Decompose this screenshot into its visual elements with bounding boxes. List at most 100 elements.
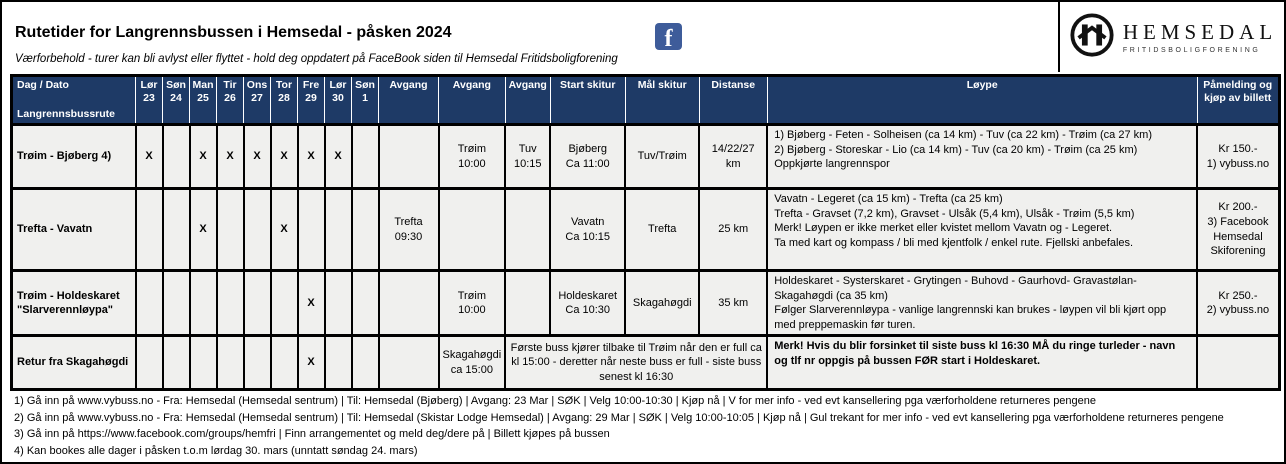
table-row: Trøim - Bjøberg 4) X X X X X X X Trøim 1…: [10, 123, 1281, 190]
avgang2-cell: Trøim 10:00: [437, 268, 507, 338]
footnote-1: 1) Gå inn på www.vybuss.no - Fra: Hemsed…: [14, 395, 1097, 407]
pamelding-cell: Kr 250.- 2) vybuss.no: [1196, 268, 1281, 338]
table-row: Trøim - Holdeskaret "Slarverennløypa" X …: [10, 268, 1281, 338]
day-x-cell: [188, 334, 218, 392]
col-header-loype: Løype: [766, 74, 1198, 126]
table-row: Trefta - Vavatn X X Trefta 09:30 Vavatn …: [10, 187, 1281, 272]
day-x-cell: [161, 187, 191, 272]
route-cell: Trøim - Holdeskaret "Slarverennløypa": [10, 268, 137, 338]
start-skitur-cell: Bjøberg Ca 11:00: [549, 123, 627, 190]
hemsedal-logo: HEMSEDAL FRITIDSBOLIGFORENING: [1058, 2, 1284, 72]
table-row: Retur fra Skagahøgdi X Skagahøgdi ca 15:…: [10, 334, 1281, 392]
day-x-cell: X: [188, 123, 218, 190]
day-x-cell: [188, 268, 218, 338]
brand-tagline: FRITIDSBOLIGFORENING: [1122, 47, 1261, 54]
col-header-avgang-2: Avgang: [438, 74, 506, 126]
header-row: Dag / Dato Langrennsbussrute Lør 23 Søn 24…: [11, 74, 1280, 126]
footnote-2: 2) Gå inn på www.vybuss.no - Fra: Hemsed…: [14, 411, 1224, 424]
day-x-cell: [161, 268, 191, 338]
col-header-day-6: Fre 29: [297, 74, 325, 126]
day-dato-label: Dag / Dato: [17, 79, 69, 91]
maal-skitur-cell: Skagahøgdi: [624, 268, 701, 338]
route-cell: Trøim - Bjøberg 4): [10, 123, 137, 190]
day-x-cell: X: [296, 268, 326, 338]
avgang1-cell: [377, 123, 440, 190]
day-x-cell: X: [188, 187, 218, 272]
day-x-cell: [350, 123, 380, 190]
langrennsbussrute-label: Langrennsbussrute: [17, 107, 116, 120]
pamelding-cell: Kr 200.- 3) Facebook Hemsedal Skiforenin…: [1196, 187, 1281, 272]
day-x-cell: [323, 268, 353, 338]
col-header-day-2: Man 25: [189, 74, 217, 126]
day-x-cell: X: [296, 123, 326, 190]
avgang1-cell: [377, 334, 440, 392]
day-x-cell: [215, 268, 245, 338]
distanse-cell: 25 km: [698, 187, 769, 272]
brand-name: HEMSEDAL: [1122, 20, 1278, 44]
avgang2-cell: Trøim 10:00: [437, 123, 507, 190]
day-x-cell: [323, 187, 353, 272]
col-header-day-1: Søn 24: [162, 74, 190, 126]
day-x-cell: [269, 334, 299, 392]
col-header-distanse: Distanse: [698, 74, 768, 126]
day-x-cell: [134, 268, 164, 338]
col-header-day-0: Lør 23: [135, 74, 163, 126]
col-header-avgang-3: Avgang: [504, 74, 551, 126]
day-x-cell: X: [323, 123, 353, 190]
footnotes: 1) Gå inn på www.vybuss.no - Fra: Hemsed…: [14, 393, 1224, 459]
weather-disclaimer: Værforbehold - turer kan bli avlyst elle…: [15, 53, 618, 65]
day-x-cell: [134, 187, 164, 272]
day-x-cell: X: [296, 334, 326, 392]
day-x-cell: [323, 334, 353, 392]
day-x-cell: X: [242, 123, 272, 190]
hemsedal-logo-icon: [1069, 12, 1115, 63]
day-x-cell: X: [134, 123, 164, 190]
avgang3-cell: [504, 187, 552, 272]
col-header-start-skitur: Start skitur: [549, 74, 626, 126]
loype-cell: 1) Bjøberg - Feten - Solheisen (ca 14 km…: [766, 123, 1199, 190]
col-header-maal-skitur: Mål skitur: [624, 74, 700, 126]
page-title: Rutetider for Langrennsbussen i Hemsedal…: [15, 24, 452, 41]
hemsedal-logo-text: HEMSEDAL FRITIDSBOLIGFORENING: [1123, 20, 1277, 54]
avgang1-cell: Trefta 09:30: [377, 187, 440, 272]
day-x-cell: X: [215, 123, 245, 190]
day-x-cell: [350, 334, 380, 392]
distanse-cell: 35 km: [698, 268, 769, 338]
avgang1-cell: [377, 268, 440, 338]
col-header-day-3: Tir 26: [216, 74, 244, 126]
start-skitur-cell: Holdeskaret Ca 10:30: [549, 268, 627, 338]
col-header-avgang-1: Avgang: [378, 74, 439, 126]
footnote-3: 3) Gå inn på https://www.facebook.com/gr…: [14, 428, 610, 440]
retur-note-cell: Første buss kjører tilbake til Trøim når…: [504, 334, 769, 392]
maal-skitur-cell: Tuv/Trøim: [624, 123, 701, 190]
route-cell: Trefta - Vavatn: [10, 187, 137, 272]
day-x-cell: [350, 268, 380, 338]
col-header-route: Dag / Dato Langrennsbussrute: [11, 74, 136, 126]
avgang3-cell: [504, 268, 552, 338]
schedule-table: Dag / Dato Langrennsbussrute Lør 23 Søn 24…: [10, 74, 1281, 392]
day-x-cell: X: [269, 123, 299, 190]
loype-cell: Holdeskaret - Systerskaret - Grytingen -…: [766, 268, 1199, 338]
footnote-4: 4) Kan bookes alle dager i påsken t.o.m …: [14, 444, 418, 457]
col-header-day-7: Lør 30: [324, 74, 352, 126]
distanse-cell: 14/22/27 km: [698, 123, 769, 190]
day-x-cell: [161, 334, 191, 392]
loype-cell: Vavatn - Legeret (ca 15 km) - Trefta (ca…: [766, 187, 1199, 272]
facebook-icon-glyph: f: [664, 26, 673, 50]
loype-cell: Merk! Hvis du blir forsinket til siste b…: [766, 334, 1199, 392]
day-x-cell: [134, 334, 164, 392]
day-x-cell: [242, 334, 272, 392]
day-x-cell: [161, 123, 191, 190]
avgang2-cell: Skagahøgdi ca 15:00: [437, 334, 507, 392]
col-header-pamelding: Påmelding og kjøp av billett: [1196, 74, 1280, 126]
day-x-cell: [215, 334, 245, 392]
day-x-cell: X: [269, 187, 299, 272]
start-skitur-cell: Vavatn Ca 10:15: [549, 187, 627, 272]
col-header-day-8: Søn 1: [351, 74, 379, 126]
day-x-cell: [242, 187, 272, 272]
facebook-icon: f: [655, 23, 682, 50]
day-x-cell: [269, 268, 299, 338]
pamelding-cell: [1196, 334, 1281, 392]
pamelding-cell: Kr 150.- 1) vybuss.no: [1196, 123, 1281, 190]
